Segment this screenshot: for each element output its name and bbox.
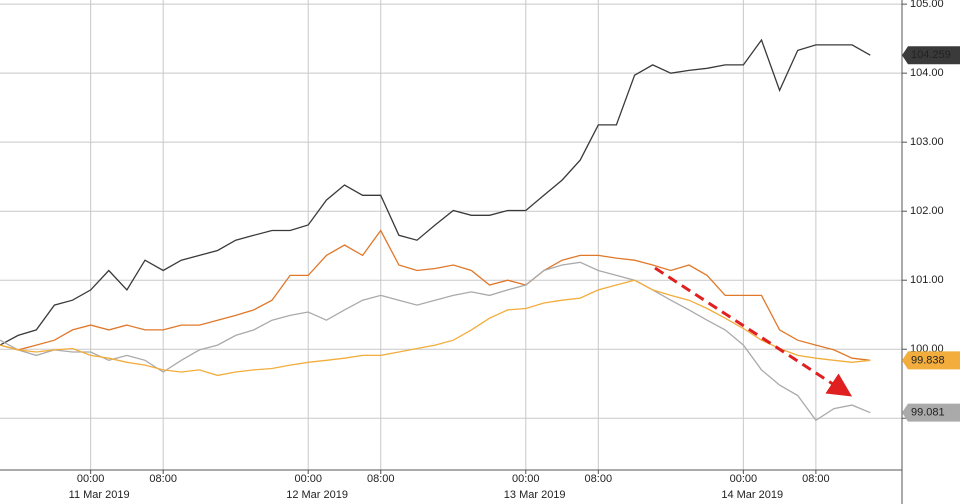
last-value-tag: [902, 46, 960, 65]
y-tick-label: 101.00: [910, 274, 944, 286]
x-tick-label: 00:00: [730, 473, 758, 485]
x-tick-label: 08:00: [802, 473, 830, 485]
y-tick-label: 103.00: [910, 136, 944, 148]
x-tick-label: 08:00: [367, 473, 395, 485]
labels: 99.00100.00101.00102.00103.00104.00105.0…: [69, 0, 960, 501]
x-tick-label: 00:00: [294, 473, 322, 485]
series-line: [0, 261, 871, 422]
grid: [0, 0, 902, 470]
y-tick-label: 102.00: [910, 205, 944, 217]
x-tick-label: 08:00: [585, 473, 613, 485]
y-tick-label: 105.00: [910, 0, 944, 10]
series-line: [0, 279, 871, 377]
x-tick-label: 08:00: [149, 473, 177, 485]
last-value-tag: [902, 403, 960, 422]
y-tick-label: 104.00: [910, 67, 944, 79]
lines: [0, 38, 871, 422]
last-value-label: 99.081: [911, 407, 945, 419]
x-tick-label: 00:00: [77, 473, 105, 485]
day-label: 14 Mar 2019: [721, 489, 783, 501]
last-value-tag: [902, 351, 960, 370]
day-label: 13 Mar 2019: [504, 489, 566, 501]
series-line: [0, 38, 871, 346]
plot-area: [0, 0, 902, 470]
trend-arrow: [654, 266, 853, 397]
last-value-label: 99.838: [911, 354, 945, 366]
series-line: [0, 229, 871, 361]
last-value-label: 104.259: [911, 49, 951, 61]
day-label: 11 Mar 2019: [69, 489, 130, 501]
x-tick-label: 00:00: [512, 473, 540, 485]
day-label: 12 Mar 2019: [286, 489, 348, 501]
